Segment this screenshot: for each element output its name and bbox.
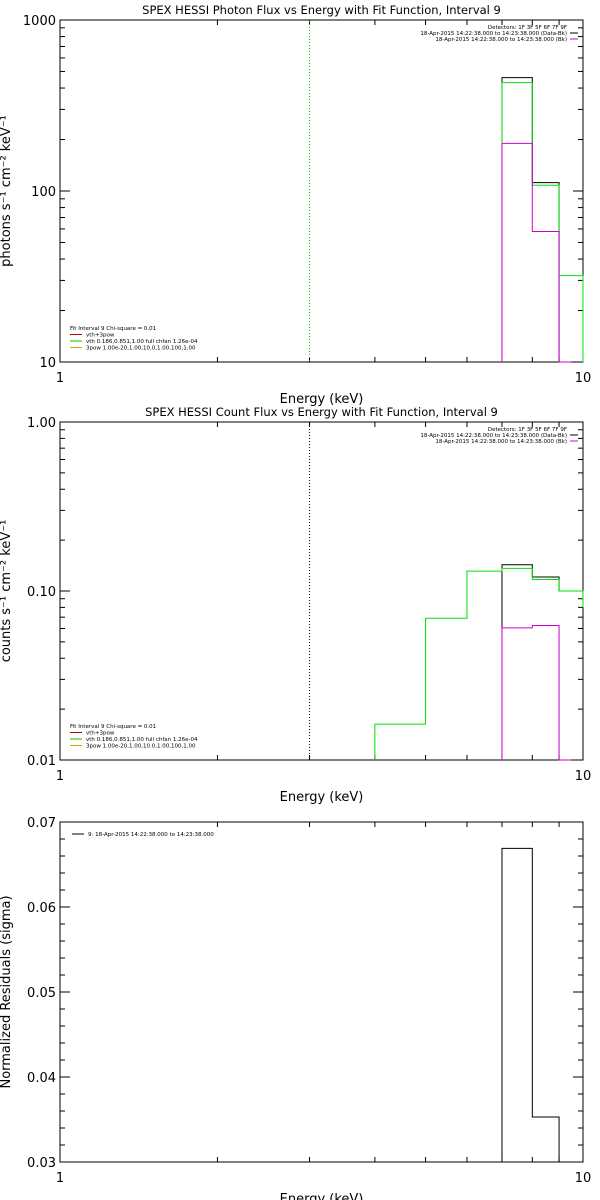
legend-entry: 18-Apr-2015 14:22:38.000 to 14:23:38.000… [420,31,567,37]
plot-frame [59,821,584,1163]
series-line-2 [501,82,584,362]
series-line-1 [501,77,572,363]
y-tick-label: 0.10 [27,585,56,600]
y-tick-label: 1.00 [27,416,56,431]
legend-entry: Detectors: 1F 3F 5F 6F 7F 9F [488,25,567,31]
legend-entry: vth 0.186,0.851,1.00 full chfan 1.26e-04 [86,737,198,743]
legend-entry: Detectors: 1F 3F 5F 6F 7F 9F [488,427,567,433]
legend-entry: 9: 18-Apr-2015 14:22:38.000 to 14:23:38.… [88,832,214,838]
legend-entry: 18-Apr-2015 14:22:38.000 to 14:23:38.000… [435,37,567,43]
y-axis-label: photons s⁻¹ cm⁻² keV⁻¹ [0,115,14,267]
x-axis-label: Energy (keV) [280,1192,364,1200]
y-tick-label: 10 [39,356,56,371]
x-tick-label: 10 [575,1171,592,1186]
y-tick-label: 0.01 [27,754,56,769]
x-axis-label: Energy (keV) [280,790,364,805]
legend-entry: 3pow 1.00e-20,1.00,10.0,1.00,100,1.00 [86,346,196,352]
y-tick-label: 0.06 [27,901,56,916]
x-tick-label: 1 [56,371,64,386]
legend-entry: vth+3pow [86,333,115,339]
legend-entry: Fit Interval 9 Chi-square = 0.01 [70,724,156,730]
series-line-1 [501,847,572,1163]
x-axis-label: Energy (keV) [280,392,364,407]
legend-entry: vth 0.186,0.851,1.00 full chfan 1.26e-04 [86,339,198,345]
y-axis-label: counts s⁻¹ cm⁻² keV⁻¹ [0,520,14,663]
plot-frame [59,421,584,761]
legend-entry: vth+3pow [86,731,115,737]
plot-frame [59,19,584,363]
series-line-2 [374,567,584,760]
legend-entry: 3pow 1.00e-20,1.00,10.0,1.00,100,1.00 [86,744,196,750]
series-line-3 [501,142,572,363]
legend-entry: Fit Interval 9 Chi-square = 0.01 [70,326,156,332]
x-tick-label: 10 [575,769,592,784]
y-tick-label: 0.05 [27,986,56,1001]
y-tick-label: 0.03 [27,1156,56,1171]
series-line-1 [501,564,584,760]
x-tick-label: 1 [56,1171,64,1186]
x-tick-label: 1 [56,769,64,784]
legend-entry: 18-Apr-2015 14:22:38.000 to 14:23:38.000… [420,433,567,439]
chart-panel-3: 1 10 0.07 0.06 0.05 0.04 0.03 Energy (keV) Norma… [0,816,591,1200]
y-tick-label: 0.04 [27,1071,56,1086]
chart-panel-2: 1 10 1.00 0.10 0.01 SPEX HESSI Count Flux vs … [0,405,591,805]
y-axis-label: Normalized Residuals (sigma) [0,895,14,1088]
series-line-3 [501,624,572,761]
y-tick-label: 1000 [23,14,56,29]
y-tick-label: 100 [31,185,56,200]
legend-entry: 18-Apr-2015 14:22:38.000 to 14:23:38.000… [435,439,567,445]
y-tick-label: 0.07 [27,816,56,831]
chart-title: SPEX HESSI Count Flux vs Energy with Fit… [145,405,498,419]
x-tick-label: 10 [575,371,592,386]
chart-title: SPEX HESSI Photon Flux vs Energy with Fi… [142,3,501,17]
